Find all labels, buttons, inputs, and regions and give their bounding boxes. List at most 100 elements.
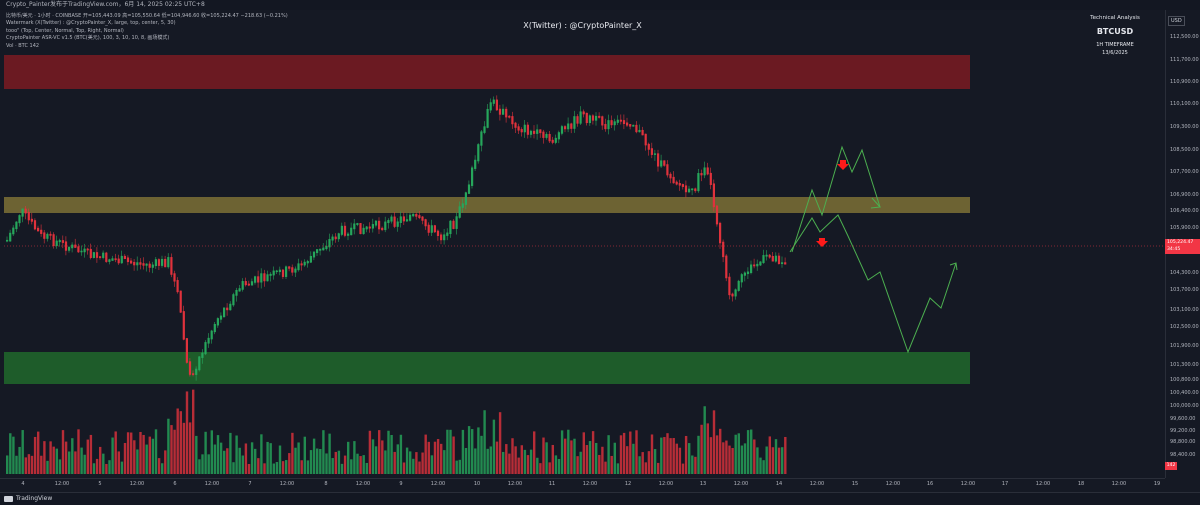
volume-bar xyxy=(697,435,700,474)
candle xyxy=(117,258,120,264)
volume-bar xyxy=(123,442,127,474)
volume-bar xyxy=(263,463,266,474)
volume-bar xyxy=(455,460,458,474)
candle xyxy=(179,290,182,313)
volume-bar xyxy=(756,447,759,474)
volume-bar xyxy=(247,463,251,474)
candle xyxy=(405,219,409,222)
volume-bar xyxy=(545,442,548,474)
candle xyxy=(260,273,263,283)
candle xyxy=(436,230,440,236)
volume-bar xyxy=(588,441,592,474)
candle xyxy=(471,167,474,186)
candle xyxy=(105,252,108,262)
candle xyxy=(294,268,297,273)
candle xyxy=(64,241,68,251)
volume-bar xyxy=(21,430,24,474)
volume-bar xyxy=(505,444,508,474)
candle xyxy=(607,120,610,130)
candle xyxy=(182,311,185,340)
analysis-box: Technical Analysis BTCUSD 1H TIMEFRAME 1… xyxy=(1075,15,1155,56)
volume-bar xyxy=(390,434,393,474)
volume-bar xyxy=(139,431,142,474)
volume-bar xyxy=(715,435,719,474)
candle xyxy=(192,373,195,375)
volume-bar xyxy=(771,447,775,474)
candle xyxy=(542,131,545,138)
volume-bar xyxy=(254,448,257,474)
candle xyxy=(660,160,663,167)
volume-bar xyxy=(477,427,480,474)
candle-countdown: 34:45 xyxy=(1167,247,1181,252)
candle xyxy=(378,220,381,230)
price-tick-label: 102,500.00 xyxy=(1170,324,1199,330)
time-tick-label: 12:00 xyxy=(355,481,371,487)
volume-bar xyxy=(502,451,505,474)
volume-bar xyxy=(765,446,768,474)
candle xyxy=(281,269,285,277)
candle xyxy=(27,211,30,221)
candle xyxy=(157,259,161,266)
volume-bar xyxy=(111,437,114,474)
volume-bar xyxy=(539,463,542,474)
volume-bar xyxy=(492,419,496,474)
price-tick-label: 110,900.00 xyxy=(1170,79,1199,85)
candle xyxy=(520,129,523,133)
candle xyxy=(331,236,334,241)
volume-bar xyxy=(37,431,40,474)
candle xyxy=(37,227,40,232)
volume-bar xyxy=(176,408,179,474)
volume-bar xyxy=(232,462,235,474)
volume-bar xyxy=(229,432,232,474)
price-tick-label: 101,300.00 xyxy=(1170,362,1199,368)
time-tick-label: 9 xyxy=(399,481,403,487)
volume-bar xyxy=(86,439,89,474)
volume-bar xyxy=(598,454,601,474)
volume-bar xyxy=(514,446,517,474)
volume-bar xyxy=(746,430,750,474)
volume-bar xyxy=(12,436,15,474)
volume-bar xyxy=(551,444,554,474)
volume-bar xyxy=(161,463,164,474)
volume-bar xyxy=(74,451,77,474)
volume-bar xyxy=(368,430,372,474)
resistance-zone xyxy=(4,55,970,89)
candle xyxy=(424,219,427,227)
candle xyxy=(201,352,204,358)
candle xyxy=(781,262,784,265)
volume-bar xyxy=(675,443,678,474)
candle xyxy=(145,263,148,266)
candle xyxy=(598,115,601,118)
volume-bar xyxy=(784,436,787,474)
volume-bar xyxy=(542,437,545,474)
candle xyxy=(343,225,347,236)
volume-bar xyxy=(418,461,421,474)
candle xyxy=(734,289,737,297)
price-tick-label: 106,400.00 xyxy=(1170,208,1199,214)
candle xyxy=(195,368,198,375)
candle xyxy=(495,99,498,111)
currency-button[interactable]: USD xyxy=(1168,16,1185,26)
candle xyxy=(694,188,697,192)
tradingview-icon xyxy=(4,495,13,502)
candle xyxy=(684,185,688,193)
volume-bar xyxy=(378,430,381,474)
volume-bar xyxy=(777,447,781,474)
volume-bar xyxy=(213,444,217,474)
candle xyxy=(567,123,570,130)
volume-bar xyxy=(647,451,651,474)
projection-path-lower xyxy=(789,214,957,354)
down-arrow-upper xyxy=(837,160,849,170)
projection-path-upper xyxy=(791,145,881,253)
volume-bar xyxy=(709,437,713,474)
volume-bar xyxy=(309,450,313,474)
candle xyxy=(443,234,446,241)
price-tick-label: 107,700.00 xyxy=(1170,169,1199,175)
volume-bar xyxy=(691,455,694,474)
candle xyxy=(700,173,703,176)
tradingview-logo[interactable]: TradingView xyxy=(4,495,52,502)
volume-bar xyxy=(436,439,440,474)
time-axis[interactable] xyxy=(0,478,1165,492)
volume-bar xyxy=(204,431,207,474)
candle xyxy=(247,283,250,286)
